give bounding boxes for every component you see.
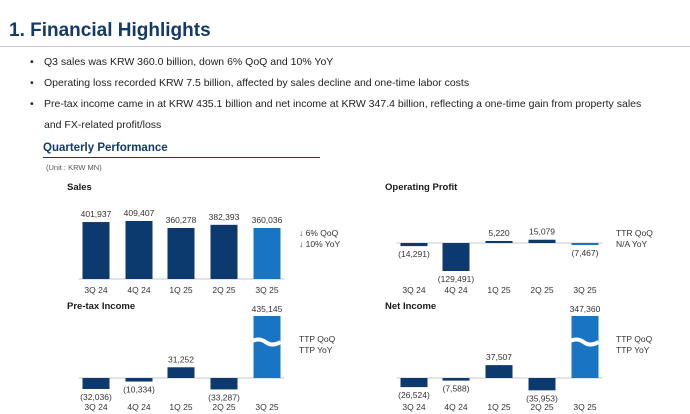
data-label-1-1: (129,491) (438, 274, 475, 284)
chart-annotation-3-0: TTP QoQ (616, 334, 653, 344)
chart-annotation-3-1: TTP YoY (616, 345, 650, 355)
data-label-1-0: (14,291) (398, 249, 430, 259)
bar-3-1 (442, 378, 470, 381)
bullet-income: Pre-tax income came in at KRW 435.1 bill… (30, 94, 680, 115)
axis-break-mark-3 (567, 337, 600, 347)
tick-label-0-3: 2Q 25 (212, 285, 235, 295)
bar-0-2 (167, 227, 195, 279)
chart-annotation-2-0: TTP QoQ (299, 334, 336, 344)
data-label-2-2: 31,252 (168, 354, 194, 364)
bar-3-3 (528, 378, 556, 391)
tick-label-1-1: 4Q 24 (444, 285, 467, 295)
chart-annotation-1-0: TTR QoQ (616, 228, 653, 238)
tick-label-3-0: 3Q 24 (402, 402, 425, 412)
tick-label-1-0: 3Q 24 (402, 285, 425, 295)
tick-label-0-1: 4Q 24 (127, 285, 150, 295)
bar-2-0 (82, 378, 110, 389)
data-label-3-3: (35,953) (526, 393, 558, 403)
data-label-3-4: 347,360 (570, 304, 601, 314)
page-title: 1. Financial Highlights (9, 20, 211, 41)
data-label-1-2: 5,220 (488, 228, 510, 238)
tick-label-3-1: 4Q 24 (444, 402, 467, 412)
tick-label-3-4: 3Q 25 (573, 402, 596, 412)
tick-label-1-3: 2Q 25 (530, 285, 553, 295)
bullet-operating-loss: Operating loss recorded KRW 7.5 billion,… (30, 73, 680, 94)
bar-1-2 (485, 241, 513, 243)
chart-annotation-1-1: N/A YoY (616, 239, 648, 249)
data-label-2-3: (33,287) (208, 392, 240, 402)
chart-title-3: Net Income (385, 301, 436, 312)
data-label-3-0: (26,524) (398, 390, 430, 400)
tick-label-0-2: 1Q 25 (169, 285, 192, 295)
data-label-0-3: 382,393 (209, 212, 240, 222)
data-label-3-1: (7,588) (443, 384, 470, 394)
tick-label-3-2: 1Q 25 (487, 402, 510, 412)
bar-1-0 (400, 243, 428, 247)
tick-label-2-0: 3Q 24 (84, 402, 107, 412)
bar-3-2 (485, 365, 513, 378)
bar-3-0 (400, 378, 428, 388)
data-label-0-1: 409,407 (124, 208, 155, 218)
bullet-sales: Q3 sales was KRW 360.0 billion, down 6% … (30, 52, 680, 73)
bar-2-2 (167, 367, 195, 378)
chart-title-1: Operating Profit (385, 182, 458, 193)
tick-label-1-2: 1Q 25 (487, 285, 510, 295)
bar-1-1 (442, 243, 470, 271)
tick-label-1-4: 3Q 25 (573, 285, 596, 295)
section-underline (43, 157, 320, 158)
bar-0-1 (125, 221, 153, 279)
bar-0-4 (253, 227, 281, 279)
chart-title-2: Pre-tax Income (67, 301, 135, 312)
data-label-1-3: 15,079 (529, 227, 555, 237)
title-divider (0, 46, 690, 47)
bullet-income-continued: and FX-related profit/loss (44, 119, 162, 131)
tick-label-2-3: 2Q 25 (212, 402, 235, 412)
bar-0-3 (210, 224, 238, 279)
bar-2-4 (253, 316, 281, 378)
chart-annotation-0-0: ↓ 6% QoQ (299, 228, 339, 238)
axis-break-mark-2 (249, 337, 282, 347)
chart-annotation-2-1: TTP YoY (299, 345, 333, 355)
data-label-2-1: (10,334) (123, 385, 155, 395)
data-label-0-0: 401,937 (81, 209, 112, 219)
bar-2-1 (125, 378, 153, 382)
unit-label: (Unit : KRW MN) (46, 163, 102, 172)
highlights-list: Q3 sales was KRW 360.0 billion, down 6% … (30, 52, 680, 136)
bar-3-4 (571, 316, 599, 378)
data-label-3-2: 37,507 (486, 352, 512, 362)
tick-label-3-3: 2Q 25 (530, 402, 553, 412)
data-label-1-4: (7,467) (572, 248, 599, 258)
data-label-0-2: 360,278 (166, 215, 197, 225)
bar-2-3 (210, 378, 238, 390)
data-label-2-0: (32,036) (80, 392, 112, 402)
bar-1-4 (571, 243, 599, 245)
tick-label-2-1: 4Q 24 (127, 402, 150, 412)
tick-label-0-0: 3Q 24 (84, 285, 107, 295)
chart-title-0: Sales (67, 182, 92, 193)
tick-label-0-4: 3Q 25 (255, 285, 278, 295)
tick-label-2-2: 1Q 25 (169, 402, 192, 412)
tick-label-2-4: 3Q 25 (255, 402, 278, 412)
bar-0-0 (82, 222, 110, 279)
data-label-0-4: 360,036 (252, 215, 283, 225)
data-label-2-4: 435,145 (252, 304, 283, 314)
section-title: Quarterly Performance (43, 142, 168, 154)
chart-annotation-0-1: ↓ 10% YoY (299, 239, 340, 249)
bar-1-3 (528, 239, 556, 243)
